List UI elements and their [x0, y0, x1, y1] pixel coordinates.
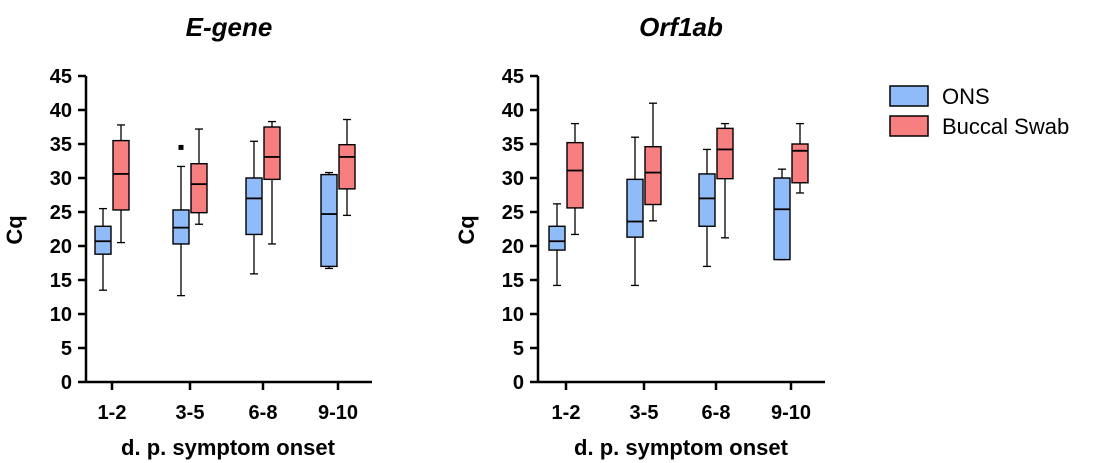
x-tick-label: 3-5 [630, 402, 659, 424]
y-tick-label: 25 [50, 202, 72, 224]
iqr-box [548, 225, 566, 251]
y-axis-label: Cq [454, 215, 479, 244]
y-tick-label: 45 [502, 66, 524, 88]
y-tick-label: 35 [50, 134, 72, 156]
x-tick-label: 9-10 [771, 402, 811, 424]
box-buccal-swab [566, 122, 584, 236]
legend-label-buccal-swab: Buccal Swab [942, 114, 1069, 139]
box-ons [245, 140, 263, 275]
x-axis-label: d. p. symptom onset [574, 435, 789, 460]
y-tick-label: 15 [50, 270, 72, 292]
x-tick-label: 6-8 [702, 402, 731, 424]
iqr-box [626, 178, 644, 238]
y-tick-label: 35 [502, 134, 524, 156]
y-tick-label: 20 [50, 236, 72, 258]
box-ons [548, 203, 566, 287]
legend-swatch-ons [889, 85, 929, 107]
legend-swatch-buccal-swab [889, 115, 929, 137]
x-tick-label: 1-2 [98, 402, 127, 424]
box-ons [698, 148, 716, 268]
y-tick-label: 10 [502, 304, 524, 326]
iqr-box [566, 141, 584, 209]
y-tick-label: 45 [50, 66, 72, 88]
panel-e-gene: E-gene d. p. symptom onset Cq 0 5 10 15 20 25… [2, 12, 372, 460]
outlier-point [178, 144, 184, 150]
y-axis-label: Cq [2, 215, 27, 244]
iqr-box [716, 127, 734, 180]
legend-label-ons: ONS [942, 84, 990, 109]
iqr-box [773, 177, 791, 261]
legend: ONS Buccal Swab [889, 84, 1069, 139]
box-ons [172, 144, 190, 297]
iqr-box [263, 126, 281, 181]
y-tick-label: 5 [513, 338, 524, 360]
y-tick-label: 30 [502, 168, 524, 190]
x-tick-label: 3-5 [176, 402, 205, 424]
iqr-box [644, 146, 662, 206]
y-tick-label: 20 [502, 236, 524, 258]
box-buccal-swab [716, 122, 734, 239]
iqr-box [245, 177, 263, 236]
x-tick-label: 9-10 [318, 402, 358, 424]
y-tick-label: 40 [50, 100, 72, 122]
box-buccal-swab [263, 120, 281, 245]
box-buccal-swab [190, 128, 208, 225]
iqr-box [791, 143, 809, 184]
y-tick-label: 5 [61, 338, 72, 360]
iqr-box [698, 173, 716, 227]
x-axis-label: d. p. symptom onset [121, 435, 336, 460]
y-tick-label: 30 [50, 168, 72, 190]
iqr-box [112, 139, 130, 211]
box-buccal-swab [644, 102, 662, 222]
x-tick-label: 1-2 [552, 402, 581, 424]
box-buccal-swab [338, 118, 356, 217]
iqr-box [94, 225, 112, 255]
box-ons [626, 136, 644, 287]
iqr-box [320, 173, 338, 268]
iqr-box [190, 163, 208, 214]
y-tick-label: 15 [502, 270, 524, 292]
box-ons [94, 207, 112, 291]
x-tick-label: 6-8 [249, 402, 278, 424]
y-tick-label: 0 [61, 372, 72, 394]
y-tick-label: 10 [50, 304, 72, 326]
box-buccal-swab [112, 124, 130, 244]
y-tick-label: 0 [513, 372, 524, 394]
box-ons [773, 168, 791, 261]
box-ons [320, 171, 338, 270]
panel-title: Orf1ab [639, 12, 723, 42]
y-tick-label: 40 [502, 100, 524, 122]
y-tick-label: 25 [502, 202, 524, 224]
panel-orf1ab: Orf1ab d. p. symptom onset Cq 0 5 10 15 20 25… [454, 12, 825, 460]
box-buccal-swab [791, 122, 809, 194]
panel-title: E-gene [186, 12, 273, 42]
iqr-box [338, 143, 356, 190]
